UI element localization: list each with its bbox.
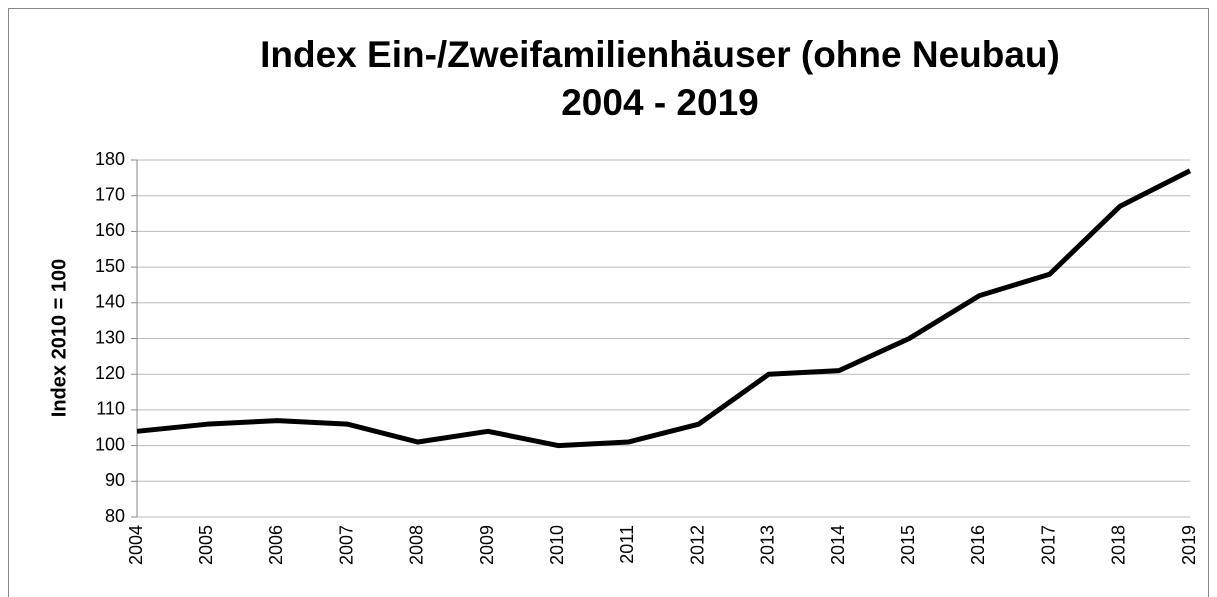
y-tick-label: 160 bbox=[95, 220, 125, 240]
chart-title: Index Ein-/Zweifamilienhäuser (ohne Neub… bbox=[260, 34, 1060, 75]
y-tick-label: 140 bbox=[95, 292, 125, 312]
x-tick-label: 2016 bbox=[968, 525, 988, 565]
chart-title: 2004 - 2019 bbox=[561, 82, 759, 123]
x-tick-label: 2015 bbox=[898, 525, 918, 565]
x-tick-label: 2011 bbox=[617, 525, 637, 564]
x-tick-label: 2008 bbox=[407, 525, 427, 565]
x-tick-label: 2005 bbox=[196, 525, 216, 565]
y-tick-label: 120 bbox=[95, 363, 125, 383]
x-tick-label: 2013 bbox=[758, 525, 778, 565]
x-tick-label: 2009 bbox=[477, 525, 497, 565]
y-tick-label: 80 bbox=[105, 506, 125, 526]
line-series bbox=[136, 168, 1192, 449]
x-tick-label: 2010 bbox=[547, 525, 567, 565]
x-tick-label: 2006 bbox=[266, 525, 286, 565]
x-tick-label: 2014 bbox=[828, 525, 848, 565]
x-tick-label: 2019 bbox=[1179, 525, 1199, 565]
y-tick-label: 170 bbox=[95, 184, 125, 204]
y-tick-label: 180 bbox=[95, 149, 125, 169]
x-tick-label: 2007 bbox=[336, 525, 356, 565]
x-tick-label: 2017 bbox=[1038, 525, 1058, 565]
y-axis-label: Index 2010 = 100 bbox=[48, 259, 70, 417]
y-tick-label: 150 bbox=[95, 256, 125, 276]
x-tick-label: 2004 bbox=[126, 525, 146, 565]
x-tick-label: 2018 bbox=[1109, 525, 1129, 565]
y-tick-label: 90 bbox=[105, 470, 125, 490]
y-tick-label: 110 bbox=[96, 399, 125, 419]
y-tick-label: 130 bbox=[95, 327, 125, 347]
x-tick-label: 2012 bbox=[687, 525, 707, 565]
y-tick-label: 100 bbox=[95, 434, 125, 454]
